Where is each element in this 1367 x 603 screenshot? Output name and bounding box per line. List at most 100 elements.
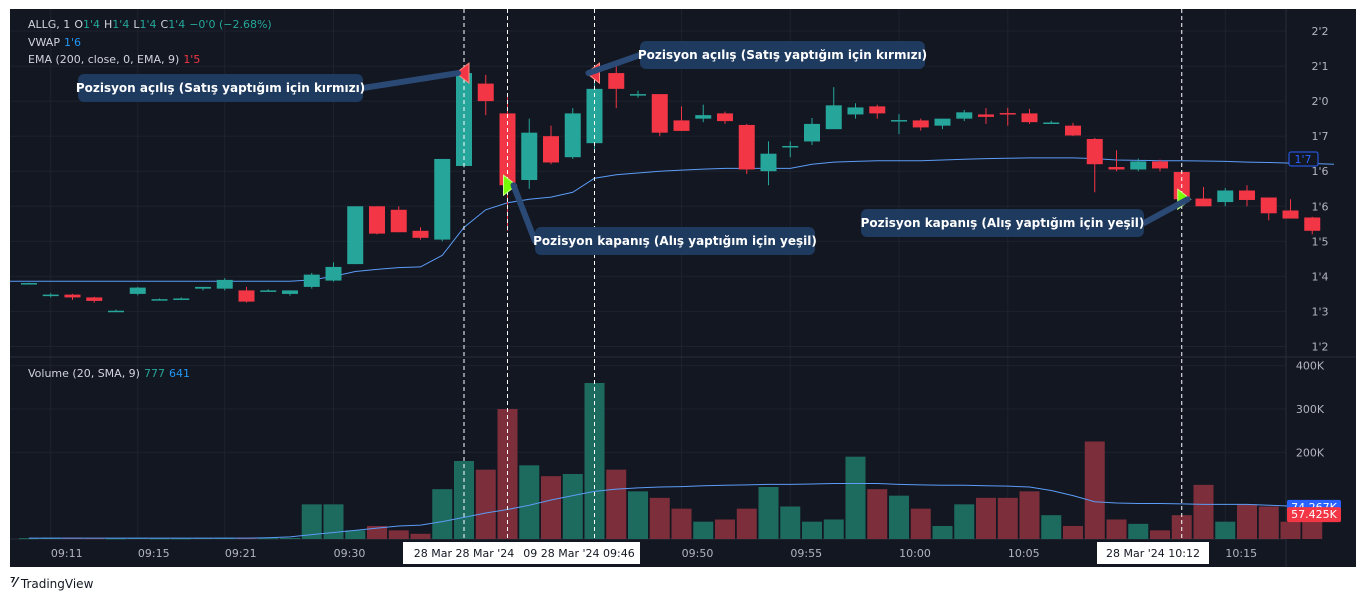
volume-bar [280, 537, 300, 539]
candle-body [369, 206, 385, 234]
volume-bar [1150, 530, 1170, 539]
legend-open-label: O [74, 18, 83, 31]
candle-body [978, 114, 994, 117]
volume-bar [606, 469, 627, 539]
time-tick-label: 09:50 [682, 547, 714, 560]
time-highlight-label: 28 Mar 28 Mar '24 [414, 547, 515, 560]
candle [238, 286, 255, 303]
volume-bar [932, 526, 953, 539]
legend-low-label: L [133, 18, 140, 31]
price-tick-label: 1'6 [1311, 200, 1328, 213]
candle [912, 118, 929, 131]
volume-bar [1063, 526, 1083, 539]
volume-bar [954, 504, 975, 539]
candle-body [891, 120, 907, 122]
candle-body [390, 209, 407, 233]
volume-bar [758, 487, 779, 539]
volume-bar [388, 530, 409, 539]
candle-body [999, 113, 1016, 115]
annotation-callout: Pozisyon açılış (Satış yaptığım için kır… [585, 41, 927, 77]
buy-marker-icon [503, 174, 518, 197]
volume-value-1: 777 [143, 367, 165, 380]
volume-bar [845, 456, 866, 539]
candle [1260, 197, 1277, 221]
candle [1304, 216, 1321, 235]
candle [695, 104, 712, 123]
candle-body [151, 299, 168, 301]
candle-body [695, 115, 712, 119]
callout-text: Pozisyon kapanış (Alış yaptığım için yeş… [861, 216, 1145, 230]
volume-bar [519, 465, 540, 539]
candle [260, 289, 277, 292]
current-price-badge [1288, 151, 1319, 167]
candle [86, 296, 103, 303]
candle [717, 111, 733, 124]
volume-bar [1019, 491, 1040, 539]
volume-tick-label: 200K [1296, 446, 1325, 459]
candle-body [1021, 113, 1038, 123]
volume-bar [541, 476, 561, 539]
time-highlight-label: 09 28 Mar '24 09:46 [523, 547, 634, 560]
callout-box [78, 74, 363, 102]
legend-open-value: 1'4 [82, 18, 101, 31]
candle [412, 227, 429, 240]
candle-body [782, 145, 799, 148]
candle-body [564, 113, 581, 158]
candle-body [912, 120, 929, 128]
time-tick-label: 09:55 [790, 547, 822, 560]
candlestick-chart[interactable]: Pozisyon açılış (Satış yaptığım için kır… [10, 9, 1356, 567]
legend-high-label: H [104, 18, 113, 31]
candle-body [216, 279, 233, 289]
legend-change-value: −0'0 (−2.68%) [189, 18, 272, 31]
candle-body [325, 266, 342, 281]
candle-body [434, 158, 451, 240]
candle-body [42, 294, 59, 297]
price-tick-label: 1'6 [1311, 165, 1328, 178]
chart-frame: Pozisyon açılış (Satış yaptığım için kır… [10, 9, 1356, 567]
candle [782, 141, 799, 158]
candle [42, 293, 59, 298]
candle-body [1260, 197, 1277, 214]
candle-body [1282, 210, 1299, 219]
callout-pointer [1141, 196, 1191, 226]
volume-bar [649, 497, 670, 539]
candle-body [543, 136, 559, 163]
volume-bar [693, 521, 714, 539]
candle [608, 60, 625, 109]
time-tick-label: 10:00 [899, 547, 931, 560]
callout-text: Pozisyon açılış (Satış yaptığım için kır… [76, 81, 365, 95]
candle-body [738, 124, 755, 170]
callout-pointer [510, 182, 538, 244]
candle-body [238, 290, 255, 302]
candle [434, 158, 451, 242]
candle [934, 118, 951, 130]
callout-pointer [360, 70, 461, 91]
candle [347, 206, 364, 265]
volume-bar [1258, 506, 1279, 539]
volume-bar [997, 497, 1018, 539]
volume-bar [976, 497, 996, 539]
callout-text: Pozisyon açılış (Satış yaptığım için kır… [638, 48, 927, 62]
candle-body [1043, 122, 1060, 125]
price-tick-label: 2'2 [1311, 25, 1328, 38]
volume-bar [910, 508, 931, 539]
vwap-legend: VWAP 1'6 [28, 36, 85, 49]
volume-bar [780, 506, 801, 539]
price-tick-label: 1'7 [1311, 130, 1328, 143]
candle-body [630, 94, 646, 96]
candle-body [108, 310, 124, 313]
time-tick-label: 09:21 [225, 547, 257, 560]
candle [216, 278, 233, 291]
time-tick-label: 10:15 [1225, 547, 1257, 560]
candle-body [847, 107, 864, 115]
annotation-callout: Pozisyon açılış (Satış yaptığım için kır… [76, 70, 461, 102]
candle [390, 206, 407, 233]
candle-body [456, 73, 472, 166]
candle-body [412, 230, 429, 238]
candle-body [1304, 217, 1321, 231]
legend-low-value: 1'4 [139, 18, 157, 31]
candle [651, 94, 668, 137]
candle [282, 290, 298, 296]
candle-body [1086, 138, 1103, 165]
candle-body [673, 120, 690, 131]
